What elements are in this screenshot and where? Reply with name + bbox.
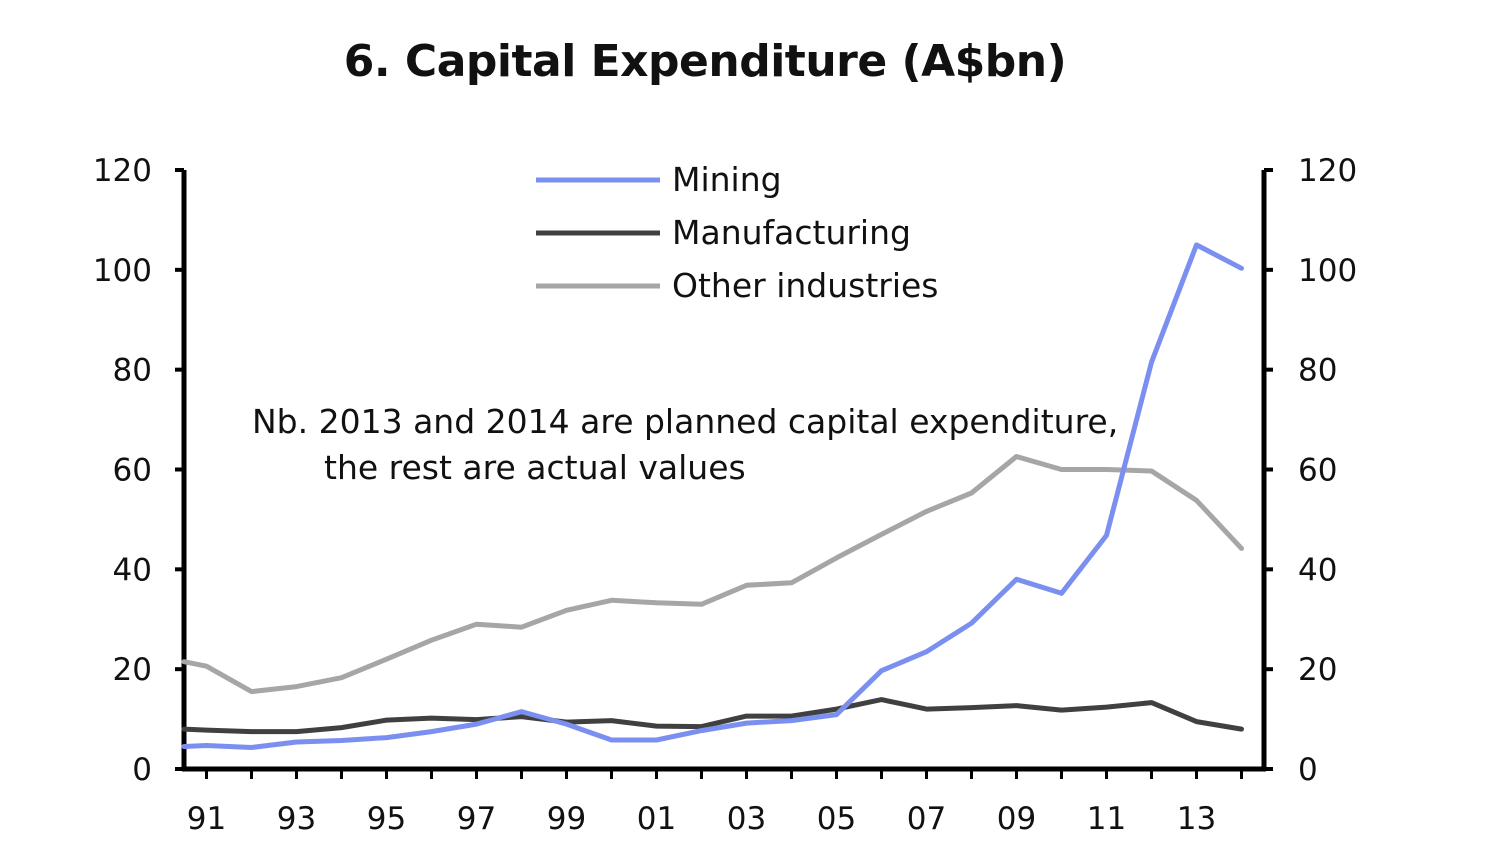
x-tick-label: 07 [907,801,946,837]
legend-label-mining: Mining [672,160,782,199]
note-line-1: Nb. 2013 and 2014 are planned capital ex… [252,402,1118,441]
series-line-manufacturing [181,697,1244,735]
y-tick-label-right: 60 [1298,453,1337,489]
legend: Mining Manufacturing Other industries [536,160,939,305]
x-tick-label: 99 [547,801,586,837]
chart-title: 6. Capital Expenditure (A$bn) [343,36,1067,87]
series-layer [181,242,1244,750]
x-tick-label: 93 [277,801,316,837]
y-tick-label-left: 40 [113,552,152,588]
y-tick-label-left: 60 [113,453,152,489]
series-line-mining [181,242,1244,750]
y-tick-label-right: 120 [1298,153,1357,189]
x-tick-label: 01 [637,801,676,837]
y-tick-label-right: 0 [1298,752,1318,788]
x-tick-label: 09 [997,801,1036,837]
note-line-2: the rest are actual values [324,448,746,487]
y-tick-label-right: 80 [1298,353,1337,389]
y-tick-label-left: 100 [93,253,152,289]
legend-label-other-industries: Other industries [672,266,939,305]
x-tick-label: 11 [1087,801,1126,837]
axes: 0 0 20 20 40 40 60 60 80 80 100 100 120 120 91 93 95 97 99… [93,153,1357,837]
y-tick-label-right: 20 [1298,652,1337,688]
x-tick-label: 05 [817,801,856,837]
note-annotation: Nb. 2013 and 2014 are planned capital ex… [252,402,1118,487]
y-tick-label-right: 40 [1298,552,1337,588]
x-tick-label: 13 [1177,801,1216,837]
x-tick-label: 97 [457,801,496,837]
x-tick-label: 03 [727,801,766,837]
x-tick-label: 95 [367,801,406,837]
legend-label-manufacturing: Manufacturing [672,213,911,252]
x-tick-label: 91 [187,801,226,837]
y-tick-label-left: 80 [113,353,152,389]
y-tick-label-left: 0 [132,752,152,788]
y-tick-label-left: 120 [93,153,152,189]
series-line-other-industries [181,454,1244,695]
y-tick-label-right: 100 [1298,253,1357,289]
y-tick-label-left: 20 [113,652,152,688]
